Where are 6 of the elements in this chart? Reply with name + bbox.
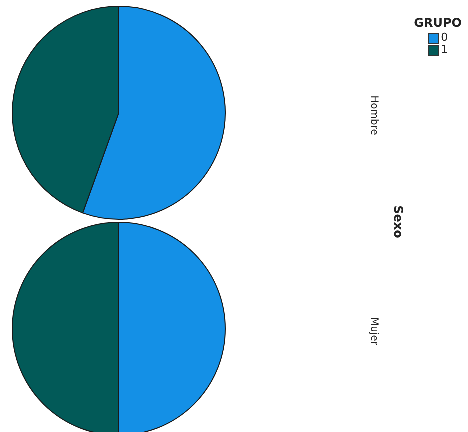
slice-label: Mujer bbox=[368, 316, 380, 346]
legend-label: 0 bbox=[441, 31, 448, 44]
legend-label: 1 bbox=[441, 43, 448, 56]
slice-label: Hombre bbox=[368, 95, 380, 135]
text: Sexo bbox=[390, 206, 405, 238]
legend-title: GRUPO bbox=[414, 16, 462, 30]
